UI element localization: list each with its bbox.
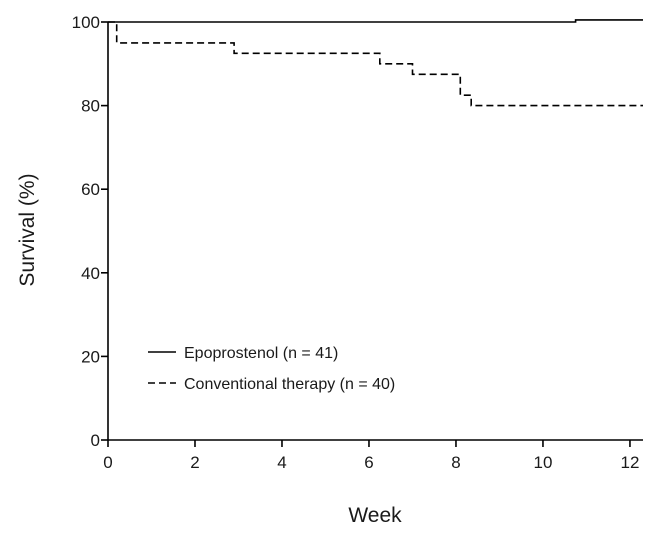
x-tick-label: 12 <box>620 453 639 472</box>
y-tick-label: 60 <box>81 180 100 199</box>
series-layer <box>108 19 643 107</box>
legend-label: Conventional therapy (n = 40) <box>184 376 395 393</box>
legend: Epoprostenol (n = 41) Conventional therap… <box>148 345 395 393</box>
y-tick-label: 40 <box>81 264 100 283</box>
x-tick-label: 8 <box>451 453 460 472</box>
y-tick-label: 100 <box>72 13 100 32</box>
y-tick-label: 20 <box>81 347 100 366</box>
x-tick-label: 10 <box>533 453 552 472</box>
y-tick-label: 80 <box>81 97 100 116</box>
x-tick-label: 2 <box>190 453 199 472</box>
x-tick-label: 4 <box>277 453 286 472</box>
y-axis-label: Survival (%) <box>16 173 39 286</box>
y-tick-label: 0 <box>91 431 100 450</box>
x-axis-label: Week <box>348 504 402 527</box>
axes: 0 20 40 60 80 100 0 2 4 6 8 10 12 <box>72 13 643 472</box>
series-line-conventional-therapy <box>108 21 643 107</box>
x-tick-label: 0 <box>103 453 112 472</box>
series-line-epoprostenol <box>108 19 643 23</box>
x-tick-label: 6 <box>364 453 373 472</box>
legend-label: Epoprostenol (n = 41) <box>184 345 338 362</box>
